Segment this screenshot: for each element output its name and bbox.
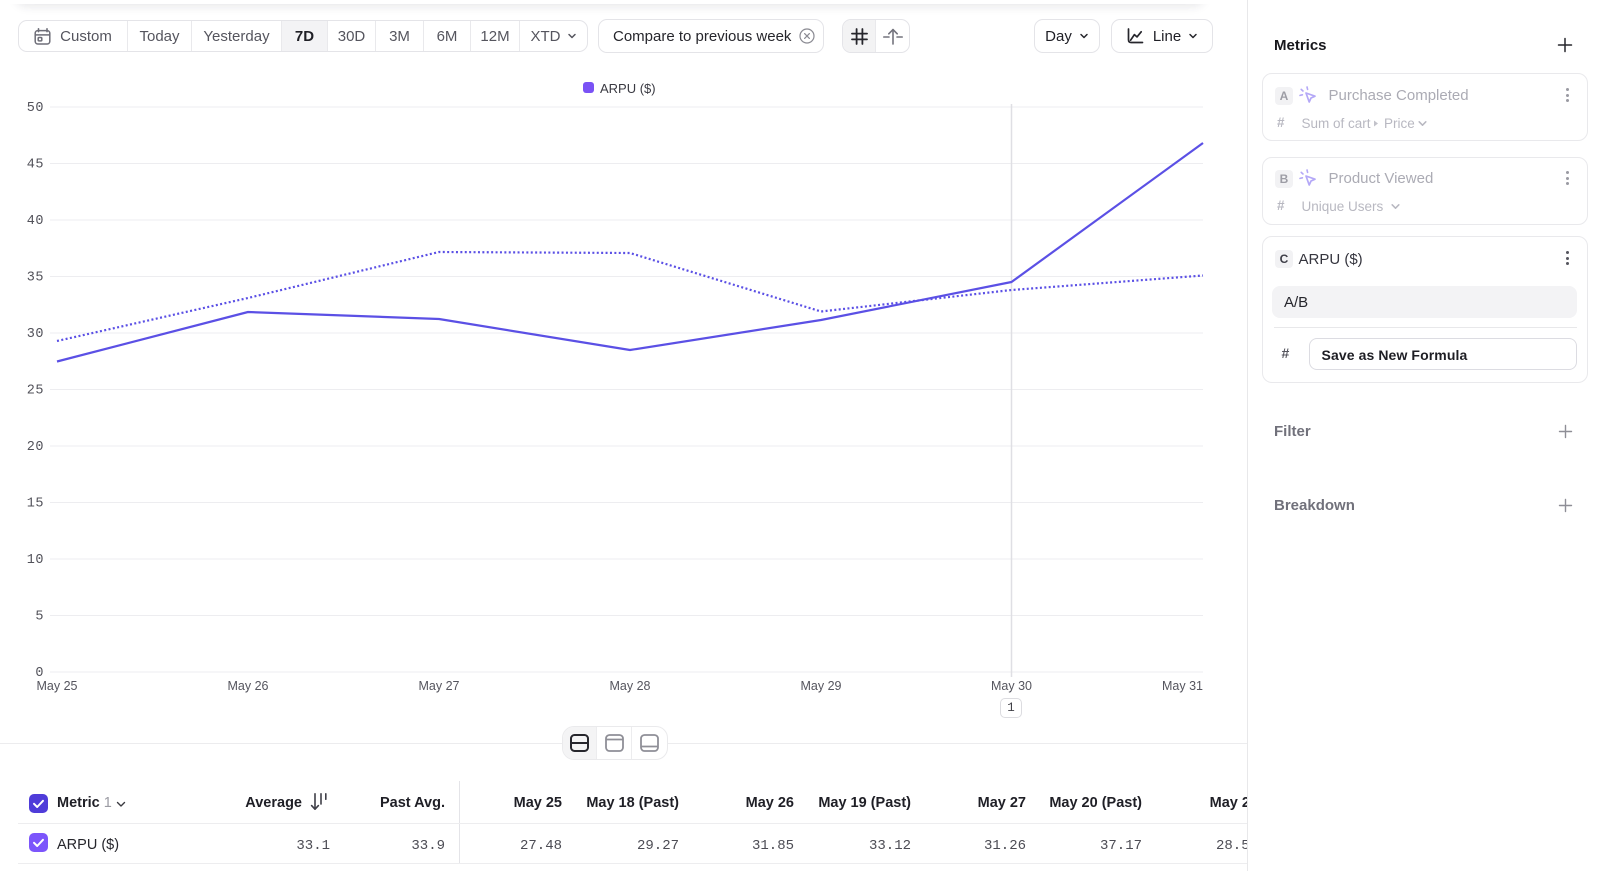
svg-text:5: 5 bbox=[35, 610, 44, 625]
svg-text:10: 10 bbox=[27, 553, 44, 568]
svg-text:45: 45 bbox=[27, 158, 44, 173]
svg-text:May 29: May 29 bbox=[801, 679, 842, 693]
svg-text:40: 40 bbox=[27, 214, 44, 229]
svg-text:35: 35 bbox=[27, 271, 44, 286]
svg-text:May 25: May 25 bbox=[37, 679, 78, 693]
svg-text:0: 0 bbox=[35, 666, 44, 681]
svg-text:15: 15 bbox=[27, 497, 44, 512]
svg-text:50: 50 bbox=[27, 101, 44, 116]
svg-text:20: 20 bbox=[27, 440, 44, 455]
svg-text:May 26: May 26 bbox=[228, 679, 269, 693]
svg-text:30: 30 bbox=[27, 327, 44, 342]
svg-text:25: 25 bbox=[27, 384, 44, 399]
svg-text:May 27: May 27 bbox=[419, 679, 460, 693]
svg-text:May 31: May 31 bbox=[1162, 679, 1203, 693]
svg-text:May 30: May 30 bbox=[991, 679, 1032, 693]
svg-text:May 28: May 28 bbox=[610, 679, 651, 693]
